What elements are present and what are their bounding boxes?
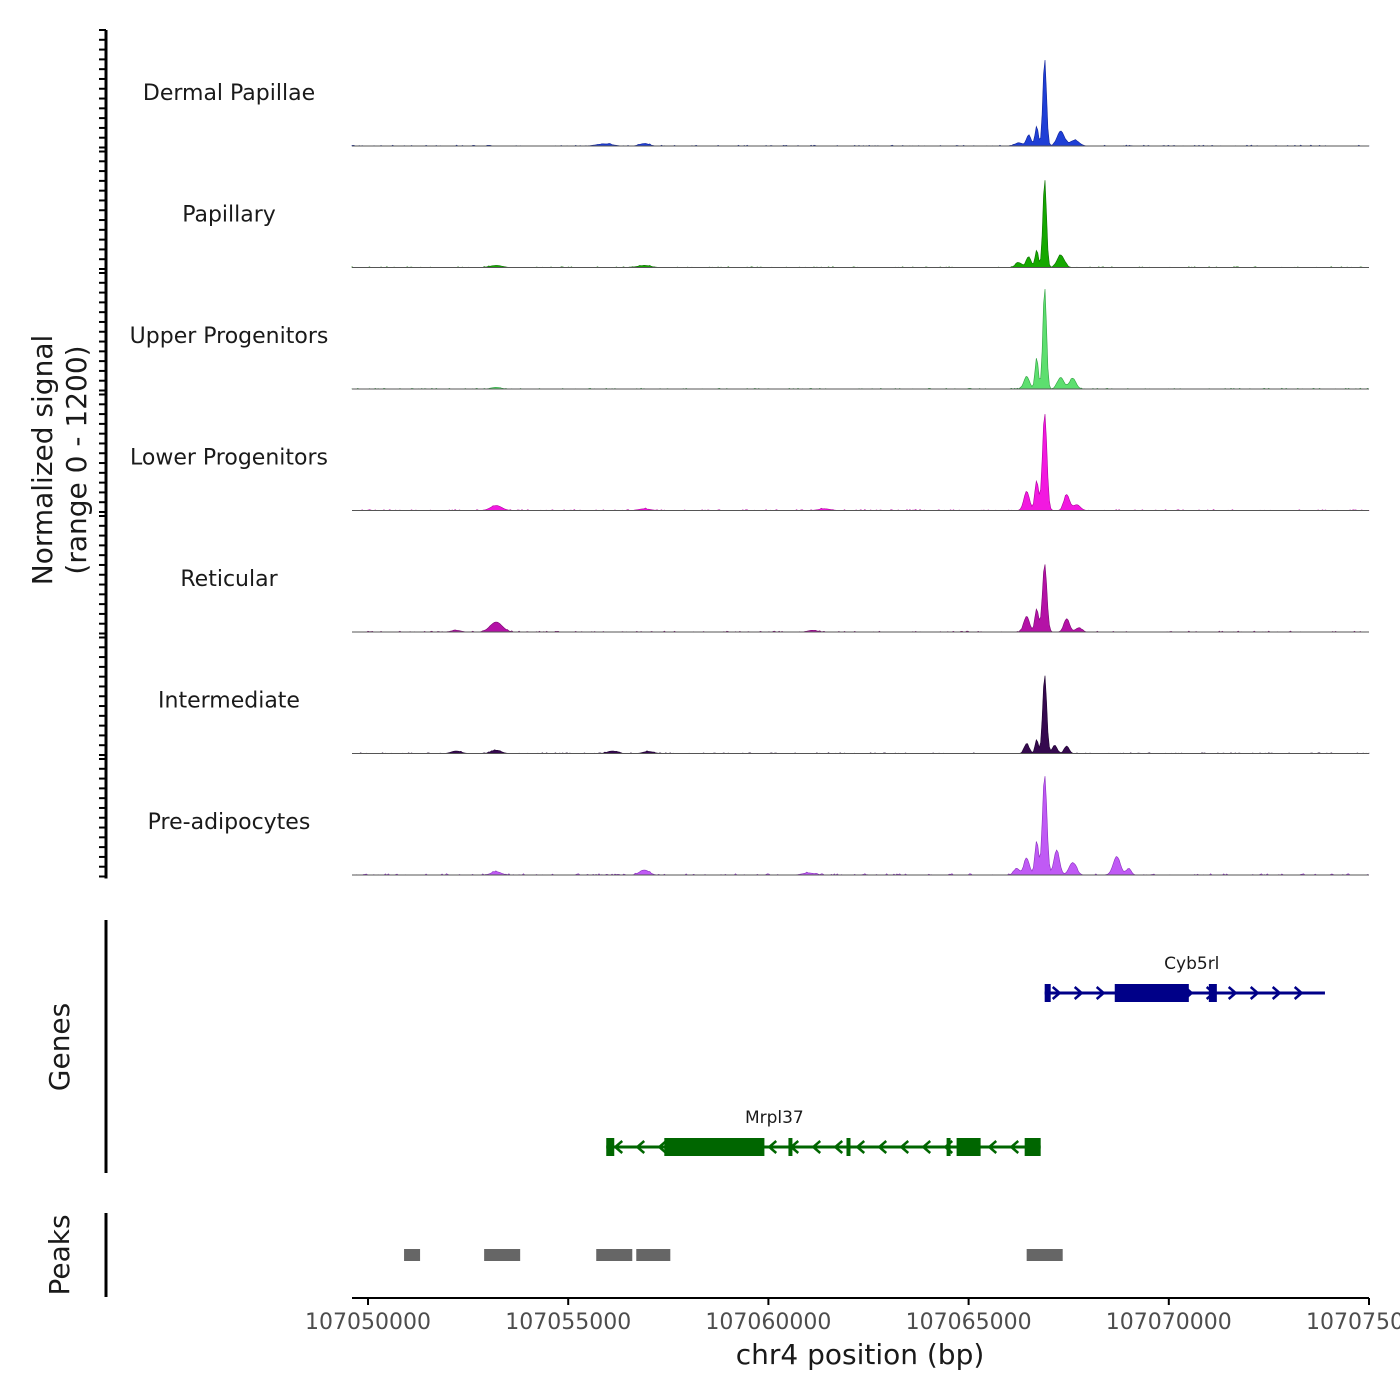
- peak-region: [484, 1249, 521, 1261]
- signal-area: [351, 564, 1369, 633]
- strand-chevron: [987, 1140, 998, 1154]
- gene-label: Cyb5rl: [1164, 954, 1219, 974]
- gene-exon: [1024, 1138, 1041, 1156]
- strand-chevron: [877, 1140, 888, 1154]
- signal-tracks: Dermal Papillae Papillary Upper Progenitor…: [130, 59, 1370, 876]
- peak-region: [1026, 1249, 1063, 1261]
- strand-chevron: [1271, 986, 1282, 1000]
- x-tick-label: 107065000: [906, 1310, 1032, 1335]
- gene-exon: [664, 1138, 765, 1156]
- strand-chevron: [1051, 986, 1062, 1000]
- signal-area: [351, 180, 1369, 268]
- signal-axis-label-line2: (range 0 - 1200): [60, 345, 93, 574]
- track-label: Dermal Papillae: [143, 81, 315, 106]
- gene-exon: [846, 1138, 851, 1156]
- strand-chevron: [1009, 1140, 1020, 1154]
- signal-axis: [99, 29, 108, 879]
- track-label: Reticular: [180, 567, 278, 592]
- track-label: Papillary: [182, 203, 276, 228]
- track-label: Lower Progenitors: [130, 446, 328, 471]
- strand-chevron: [899, 1140, 910, 1154]
- track-label: Pre-adipocytes: [148, 810, 311, 835]
- gene-exon: [1114, 984, 1189, 1002]
- strand-chevron: [1073, 986, 1084, 1000]
- strand-chevron: [1095, 986, 1106, 1000]
- strand-chevron: [657, 1140, 668, 1154]
- signal-axis-label-line1: Normalized signal: [26, 335, 59, 586]
- track-lower-progenitors: Lower Progenitors: [130, 414, 1370, 511]
- strand-chevron: [833, 1140, 844, 1154]
- signal-area: [351, 59, 1370, 147]
- strand-chevron: [855, 1140, 866, 1154]
- gene-exon: [1208, 984, 1217, 1002]
- strand-chevron: [767, 1140, 778, 1154]
- strand-chevron: [921, 1140, 932, 1154]
- signal-area: [351, 288, 1370, 390]
- x-tick-label: 107075000: [1306, 1310, 1400, 1335]
- track-label: Upper Progenitors: [130, 324, 329, 349]
- gene-exon: [1044, 984, 1051, 1002]
- track-pre-adipocytes: Pre-adipocytes: [148, 776, 1370, 876]
- x-tick-label: 107070000: [1106, 1310, 1232, 1335]
- x-tick-label: 107060000: [705, 1310, 831, 1335]
- track-papillary: Papillary: [182, 180, 1369, 268]
- strand-chevron: [1227, 986, 1238, 1000]
- track-label: Intermediate: [158, 689, 300, 714]
- strand-chevron: [811, 1140, 822, 1154]
- strand-chevron: [635, 1140, 646, 1154]
- peak-region: [596, 1249, 633, 1261]
- gene-cyb5rl: Cyb5rl: [1044, 954, 1325, 1002]
- genes-track-label: Genes: [43, 1003, 76, 1091]
- peaks-track-label: Peaks: [43, 1214, 76, 1295]
- gene-models: Cyb5rl Mrpl37: [606, 954, 1325, 1156]
- strand-chevron: [613, 1140, 624, 1154]
- gene-exon: [956, 1138, 981, 1156]
- track-reticular: Reticular: [180, 564, 1369, 633]
- gene-exon: [946, 1138, 951, 1156]
- signal-area: [352, 414, 1370, 511]
- track-dermal-papillae: Dermal Papillae: [143, 59, 1370, 147]
- gene-exon: [606, 1138, 615, 1156]
- track-upper-progenitors: Upper Progenitors: [130, 288, 1370, 390]
- x-tick-label: 107055000: [505, 1310, 631, 1335]
- peak-region: [404, 1249, 421, 1261]
- gene-label: Mrpl37: [745, 1108, 804, 1128]
- strand-chevron: [1293, 986, 1304, 1000]
- gene-mrpl37: Mrpl37: [606, 1108, 1041, 1156]
- x-axis-label: chr4 position (bp): [736, 1338, 985, 1371]
- gene-exon: [788, 1138, 793, 1156]
- signal-area: [352, 675, 1370, 754]
- x-axis-ticks: 107050000 107055000 107060000 107065000 1070…: [305, 1298, 1400, 1335]
- peak-regions: [404, 1249, 1063, 1261]
- x-tick-label: 107050000: [305, 1310, 431, 1335]
- signal-area: [352, 776, 1370, 876]
- peak-region: [636, 1249, 671, 1261]
- track-intermediate: Intermediate: [158, 675, 1370, 754]
- strand-chevron: [1249, 986, 1260, 1000]
